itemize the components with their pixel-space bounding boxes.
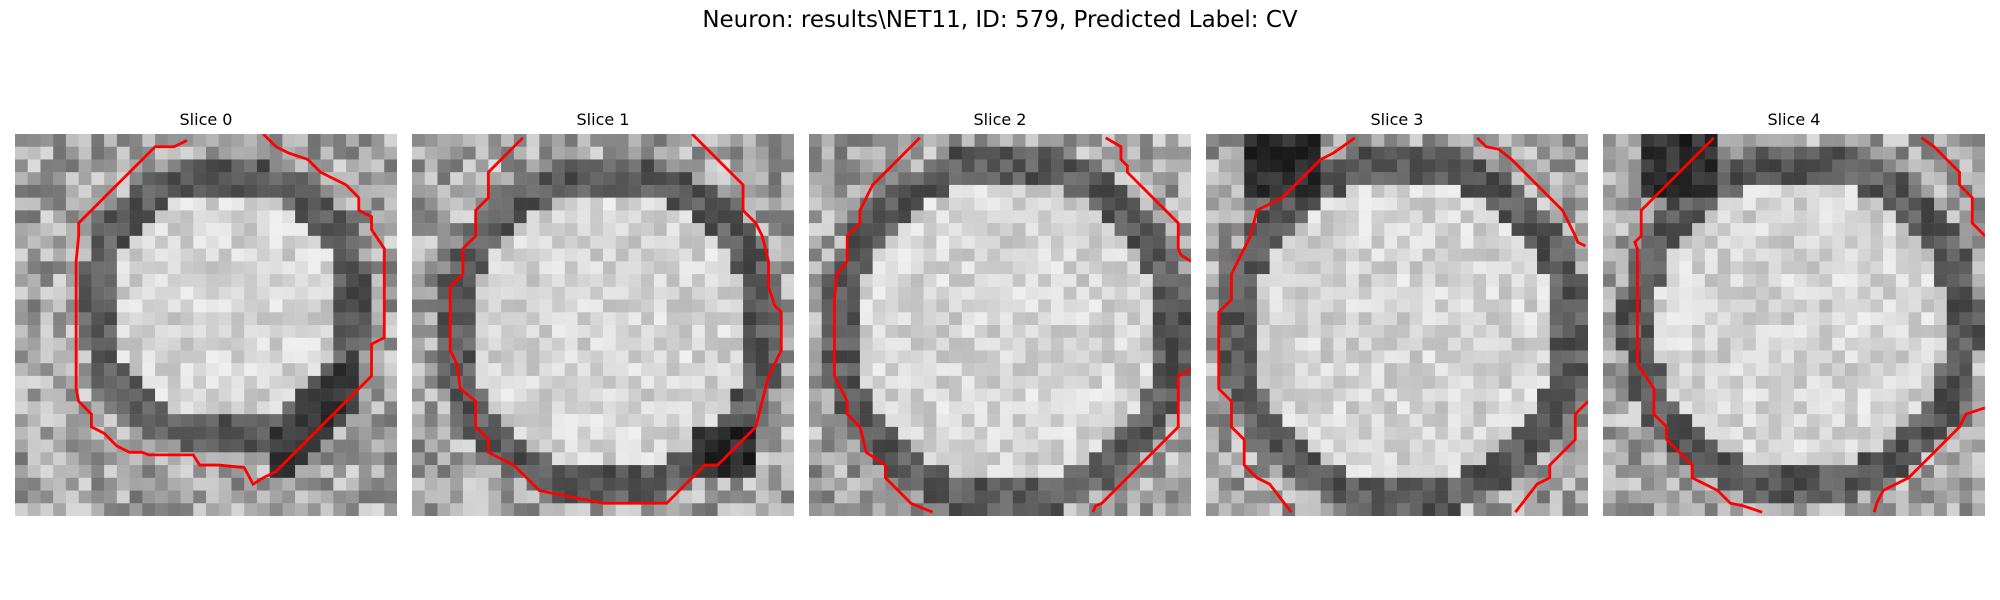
slice-image [1603, 134, 1985, 516]
slice-title: Slice 2 [809, 110, 1191, 129]
slice-title: Slice 0 [15, 110, 397, 129]
slice-title: Slice 3 [1206, 110, 1588, 129]
slice-title: Slice 4 [1603, 110, 1985, 129]
figure-title: Neuron: results\NET11, ID: 579, Predicte… [0, 7, 2000, 33]
slice-image [1206, 134, 1588, 516]
slice-image [15, 134, 397, 516]
slice-title: Slice 1 [412, 110, 794, 129]
slice-image [809, 134, 1191, 516]
slice-image [412, 134, 794, 516]
